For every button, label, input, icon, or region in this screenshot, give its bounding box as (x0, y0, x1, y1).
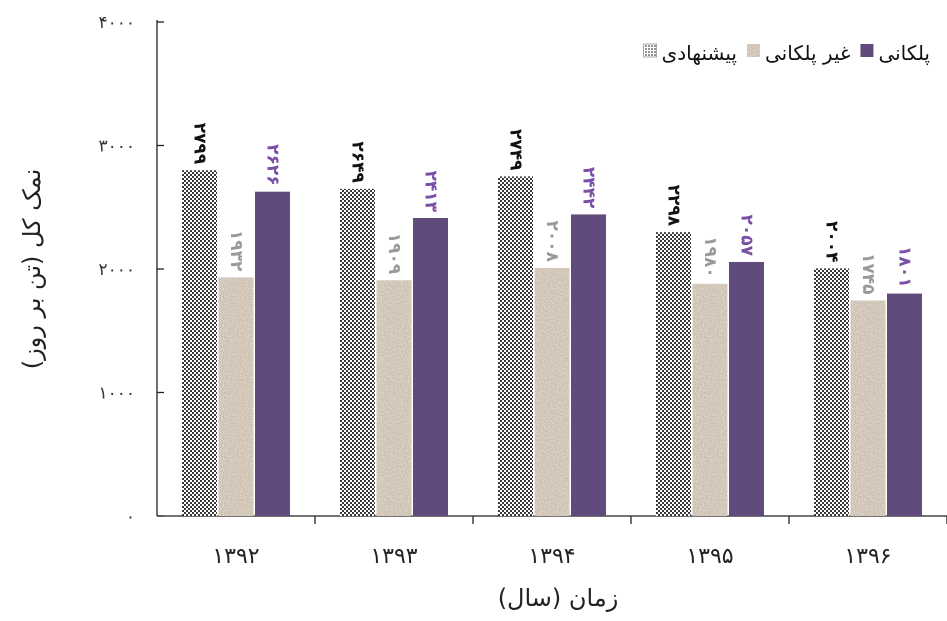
x-tick-label: ۱۳۹۲ (212, 544, 259, 569)
y-tick-label: ۲۰۰۰ (98, 260, 135, 280)
bar (376, 280, 412, 516)
x-tick-label: ۱۳۹۵ (686, 544, 733, 569)
y-tick-label: ۴۰۰۰ (98, 13, 135, 33)
bar (413, 217, 448, 516)
legend-swatch (643, 43, 657, 58)
data-label: ۲۰۵۷ (737, 214, 757, 256)
x-tick-label: ۱۳۹۳ (370, 544, 417, 569)
data-label: ۲۴۱۳ (421, 170, 441, 212)
bar (255, 191, 290, 516)
bar (887, 293, 922, 516)
bar (218, 277, 254, 516)
bar (692, 283, 728, 516)
legend-swatch (746, 44, 760, 57)
bar (814, 268, 849, 516)
legend-swatch (860, 44, 874, 57)
legend-label: پلکانی (878, 41, 930, 66)
x-tick-label: ۱۳۹۶ (844, 544, 891, 569)
data-label: ۲۰۰۸ (542, 220, 562, 262)
data-label: ۱۷۴۵ (858, 253, 878, 295)
y-tick-label: ۳۰۰۰ (98, 137, 135, 157)
bar (340, 188, 375, 516)
x-axis-title: زمان (سال) (498, 584, 619, 612)
bar (498, 176, 533, 516)
data-label: ۲۶۴۹ (348, 141, 368, 183)
data-label: ۱۹۰۹ (384, 233, 404, 275)
data-label: ۱۹۸۰ (700, 236, 720, 278)
data-label: ۲۷۴۹ (506, 129, 526, 171)
bar (729, 261, 764, 516)
y-axis-title: نمک کل (تن بر روز) (18, 169, 46, 370)
data-label: ۱۸۰۱ (895, 246, 915, 288)
y-tick-label: ۰ (126, 507, 135, 527)
data-label: ۲۷۹۹ (190, 123, 210, 165)
legend-label: غیر پلکانی (765, 41, 850, 66)
legend-label: پیشنهادی (662, 41, 737, 66)
data-label: ۲۲۹۸ (664, 185, 684, 227)
x-tick-label: ۱۳۹۴ (528, 544, 575, 569)
bar (534, 268, 570, 516)
bar (571, 214, 606, 516)
bar (656, 232, 691, 516)
bar (182, 170, 217, 517)
data-label: ۲۴۴۲ (579, 167, 599, 209)
data-label: ۱۹۳۲ (226, 230, 246, 272)
data-label: ۲۰۰۴ (822, 221, 842, 263)
data-label: ۲۶۲۶ (263, 144, 283, 186)
bar (850, 300, 886, 516)
y-tick-label: ۱۰۰۰ (98, 384, 135, 404)
